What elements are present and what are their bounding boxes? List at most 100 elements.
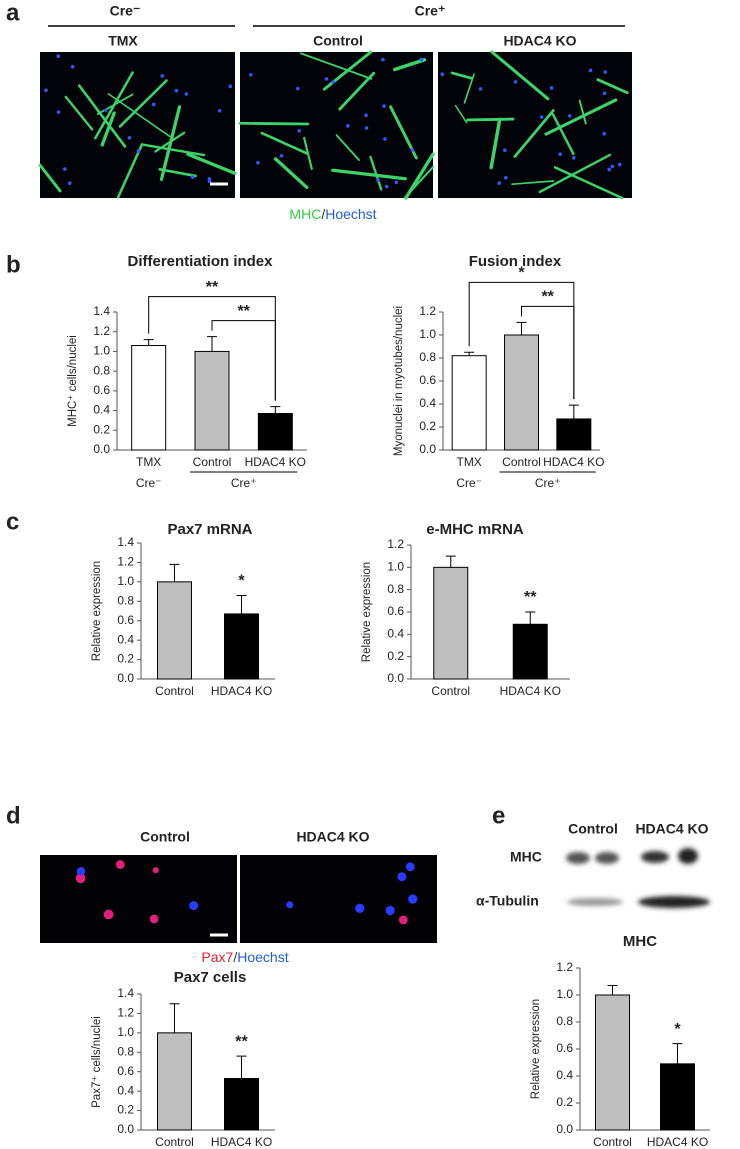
nucleus (207, 179, 212, 184)
nucleus (44, 88, 48, 93)
chart-title: Pax7 cells (174, 969, 247, 986)
bar (433, 566, 469, 680)
x-tick-label: HDAC4 KO (211, 1135, 272, 1149)
micrograph (40, 52, 235, 198)
myotube (77, 84, 127, 148)
myotube (578, 99, 587, 125)
y-tick-label: 0.4 (556, 1068, 573, 1082)
bar (504, 334, 539, 451)
myotube (299, 52, 373, 80)
x-tick-label: HDAC4 KO (647, 1135, 708, 1149)
y-tick-label: 0.0 (117, 671, 134, 685)
x-tick-label: HDAC4 KO (245, 455, 306, 469)
myotube (544, 98, 618, 136)
y-tick-label: 0.4 (419, 396, 436, 410)
myotube (100, 111, 116, 147)
nucleus (151, 102, 156, 107)
y-axis-label: Relative expression (530, 999, 542, 1099)
bar (556, 418, 592, 451)
y-axis-label: Relative expression (91, 561, 103, 661)
nucleus (189, 901, 199, 911)
panel-label: b (6, 251, 21, 278)
band (595, 852, 619, 864)
nucleus (256, 160, 260, 165)
nucleus (410, 148, 415, 152)
x-tick-label: Control (155, 684, 194, 698)
nucleus (364, 113, 368, 118)
y-tick-label: 0.4 (117, 1083, 134, 1097)
myotube (159, 105, 182, 182)
nucleus (217, 108, 222, 113)
nucleus (136, 149, 141, 153)
micrograph (438, 52, 632, 198)
myotube (142, 143, 206, 157)
band-label: α-Tubulin (476, 893, 539, 909)
nucleus (249, 72, 253, 77)
nucleus (331, 80, 335, 84)
band (641, 851, 669, 863)
significance-label: ** (524, 589, 537, 606)
nucleus (190, 175, 195, 179)
y-tick-label: 1.0 (117, 574, 134, 588)
y-tick-label: 0.8 (387, 582, 404, 596)
nucleus (297, 128, 302, 133)
y-tick-label: 0.0 (419, 442, 436, 456)
myotube (489, 117, 502, 170)
x-tick-label: TMX (136, 455, 161, 469)
y-axis-label: Pax7⁺ cells/nuclei (91, 1016, 103, 1108)
nucleus (346, 124, 350, 128)
condition-label: HDAC4 KO (635, 821, 708, 837)
nucleus (398, 915, 408, 925)
nucleus (588, 68, 593, 73)
nucleus (478, 87, 483, 91)
nucleus (603, 70, 607, 74)
y-tick-label: 0.4 (387, 627, 404, 641)
error-bar (270, 406, 281, 414)
y-tick-label: 1.2 (387, 537, 404, 551)
myotube (392, 58, 427, 72)
myotube (64, 95, 94, 131)
nucleus (376, 178, 380, 182)
condition-label: Control (313, 33, 363, 49)
y-tick-label: 1.0 (387, 560, 404, 574)
nucleus (385, 905, 395, 916)
myotube (490, 50, 550, 101)
condition-label: HDAC4 KO (296, 829, 369, 845)
stain-legend: Pax7/Hoechst (201, 949, 288, 965)
y-tick-label: 1.2 (117, 1006, 134, 1020)
error-bar (568, 404, 579, 419)
myotube (463, 73, 475, 104)
x-tick-label: TMX (456, 455, 481, 469)
y-axis-label: Relative expression (361, 562, 373, 662)
y-tick-label: 0.2 (387, 649, 404, 663)
myotube (454, 104, 468, 124)
nucleus (67, 181, 72, 186)
x-tick-label: HDAC4 KO (543, 455, 604, 469)
error-bar (516, 321, 527, 335)
band (678, 848, 698, 864)
blot (566, 848, 710, 908)
myotube (331, 168, 407, 181)
myotube (511, 180, 555, 186)
condition-label: Control (140, 829, 190, 845)
group-label: Cre⁻ (456, 476, 482, 490)
y-tick-label: 1.4 (117, 986, 134, 1000)
chart-title: Pax7 mRNA (167, 521, 252, 538)
nucleus (610, 164, 615, 169)
nucleus (382, 104, 386, 108)
bar (224, 613, 259, 680)
y-tick-label: 0.6 (556, 1041, 573, 1055)
nucleus (160, 74, 165, 78)
myotube (596, 78, 629, 95)
stain-legend: MHC/Hoechst (289, 206, 376, 222)
nucleus (419, 57, 424, 62)
y-tick-label: 1.4 (117, 535, 134, 549)
significance-label: * (238, 573, 245, 590)
nucleus (558, 152, 562, 156)
y-tick-label: 0.2 (419, 419, 436, 433)
nucleus (440, 72, 445, 76)
condition-label: HDAC4 KO (503, 33, 576, 49)
error-bar (607, 985, 618, 995)
y-tick-label: 1.0 (556, 987, 573, 1001)
micrograph (240, 855, 437, 943)
